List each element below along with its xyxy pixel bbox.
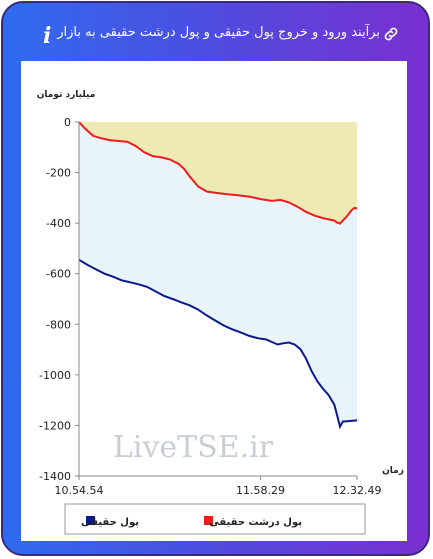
watermark: LiveTSE.ir — [113, 430, 274, 465]
y-tick-label: -1000 — [39, 369, 71, 382]
y-tick-label: -200 — [46, 167, 71, 180]
x-tick-label: 10.54.54 — [55, 484, 104, 497]
series-line-big-retail — [78, 121, 358, 225]
x-tick-label: 11.58.29 — [236, 484, 285, 497]
chart-title: برآیند ورود و خروج پول حقیقی و پول درشت … — [57, 25, 380, 40]
legend-swatch-retail — [86, 516, 95, 525]
y-tick-label: -600 — [46, 268, 71, 281]
area-above-big-retail — [79, 122, 357, 224]
chart-svg: 0 -200 -400 -600 -800 -1000 -1200 -1400 10.54.5… — [37, 90, 404, 535]
y-tick-label: -800 — [46, 318, 71, 331]
y-tick-label: -1400 — [39, 470, 71, 483]
link-icon[interactable] — [382, 25, 400, 43]
chart-panel: 0 -200 -400 -600 -800 -1000 -1200 -1400 10.54.5… — [21, 61, 407, 541]
series-line-retail — [78, 258, 358, 430]
legend-box — [64, 503, 366, 535]
legend-label-big-retail: پول درشت حقیقی — [209, 517, 302, 528]
x-axis-label: زمان — [382, 466, 404, 476]
y-tick-label: 0 — [64, 116, 71, 129]
info-icon[interactable]: i — [43, 23, 52, 49]
legend-label-retail: پول حقیقی — [81, 517, 139, 528]
y-tick-label: -400 — [46, 217, 71, 230]
y-tick-label: -1200 — [39, 419, 71, 432]
area-between-series — [79, 122, 357, 427]
x-tick-label: 12.32.49 — [333, 484, 382, 497]
legend-swatch-big-retail — [204, 516, 213, 525]
y-axis-label: میلیارد تومان — [37, 90, 96, 100]
card-header: i برآیند ورود و خروج پول حقیقی و پول درش… — [3, 3, 428, 61]
